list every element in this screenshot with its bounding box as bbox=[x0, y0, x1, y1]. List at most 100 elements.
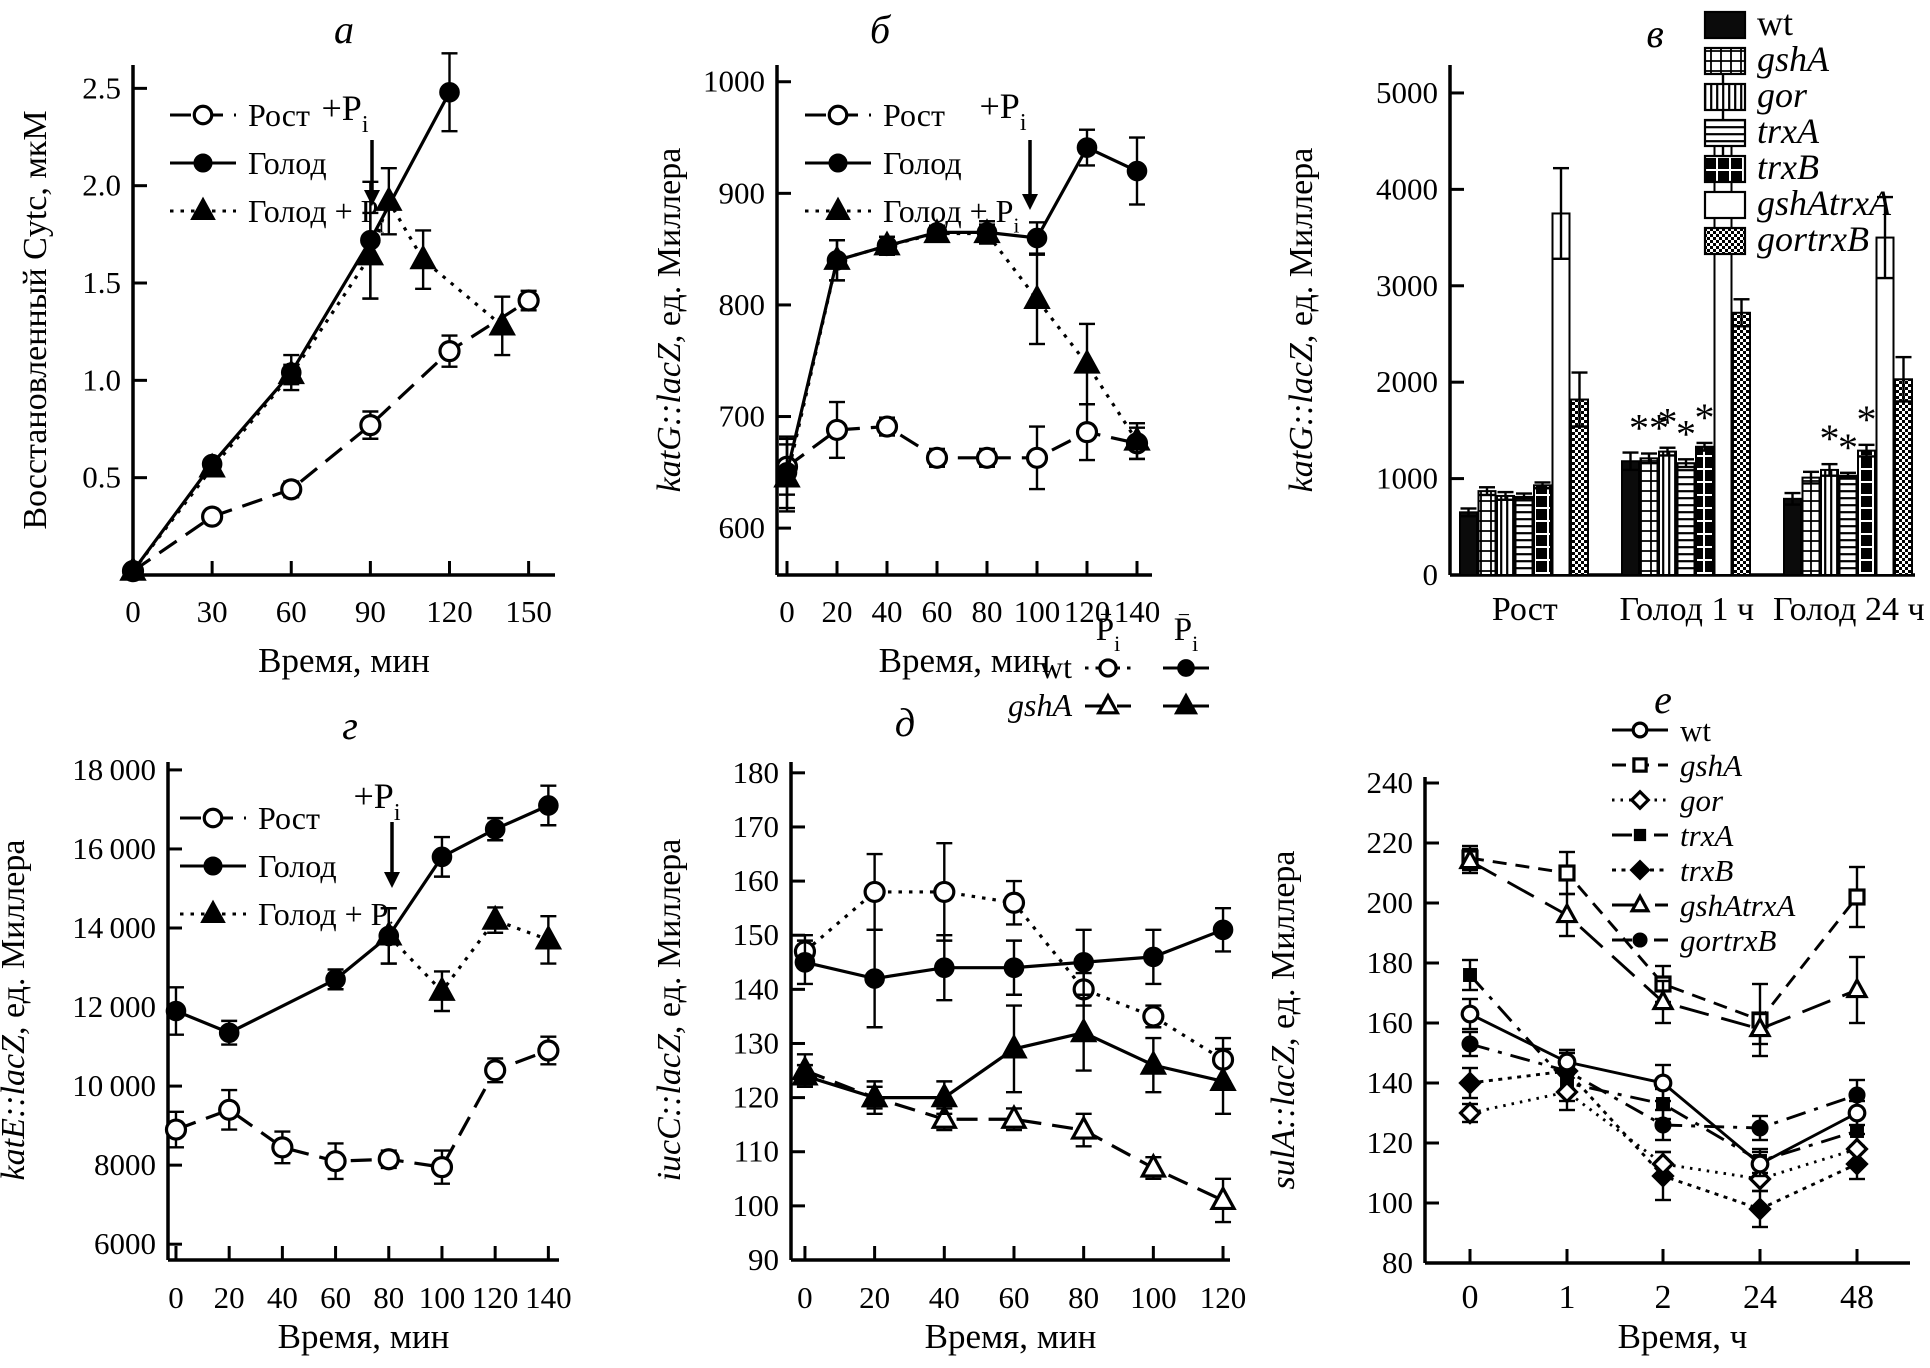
significance-star: * bbox=[1857, 397, 1877, 442]
panel-d-title: д bbox=[894, 700, 916, 745]
bar bbox=[1676, 462, 1696, 576]
x-tick-label: 100 bbox=[1130, 1280, 1177, 1315]
series-wt Pi- bbox=[794, 906, 1234, 1029]
x-category-label: Голод 1 ч bbox=[1619, 591, 1754, 628]
legend-swatch bbox=[1703, 118, 1747, 148]
x-tick-label: 1 bbox=[1559, 1279, 1576, 1316]
legend: Рост Голод Голод + Pi bbox=[170, 97, 384, 238]
y-tick-label: 140 bbox=[733, 971, 780, 1006]
y-axis-label: sulA::lacZ, ед. Миллера bbox=[1265, 850, 1302, 1189]
x-tick-label: 40 bbox=[872, 594, 903, 629]
legend-label: Голод + Pi bbox=[883, 193, 1019, 238]
arrow-head bbox=[384, 872, 400, 888]
legend-label: trxB bbox=[1680, 853, 1733, 888]
bar-series-wt bbox=[1459, 451, 1802, 577]
y-tick-label: 3000 bbox=[1376, 268, 1438, 303]
bar bbox=[1639, 457, 1659, 577]
annotation-label: +Pi bbox=[354, 776, 401, 826]
y-tick-label: 240 bbox=[1367, 765, 1414, 800]
y-tick-label: 600 bbox=[719, 510, 766, 545]
legend: Рост Голод Голод + Pi bbox=[180, 800, 394, 941]
legend-col-header: Pi+ bbox=[1096, 602, 1120, 656]
legend-label: gshA bbox=[1680, 748, 1743, 783]
legend-label: gshA bbox=[1757, 39, 1830, 79]
annotation-label: +Pi bbox=[980, 86, 1027, 136]
y-tick-label: 1000 bbox=[703, 64, 765, 99]
y-tick-label: 2.5 bbox=[82, 70, 121, 105]
series-Голод + Pi bbox=[119, 166, 516, 581]
panel-e-title: е bbox=[1654, 677, 1672, 722]
legend-label: trxB bbox=[1757, 147, 1819, 187]
bar bbox=[1875, 236, 1895, 576]
x-axis-label: Время, мин bbox=[925, 1317, 1097, 1356]
y-tick-label: 180 bbox=[1367, 945, 1414, 980]
legend-label: gshAtrxA bbox=[1680, 888, 1796, 923]
legend-label: Голод + Pi bbox=[258, 896, 394, 941]
bar bbox=[1695, 445, 1714, 577]
legend-label: wt bbox=[1680, 713, 1711, 748]
x-axis-label: Время, ч bbox=[1618, 1317, 1748, 1356]
legend-label: Голод + Pi bbox=[248, 193, 384, 238]
y-tick-label: 2000 bbox=[1376, 364, 1438, 399]
x-tick-label: 20 bbox=[822, 594, 853, 629]
x-tick-label: 60 bbox=[998, 1280, 1029, 1315]
y-tick-label: 2.0 bbox=[82, 168, 121, 203]
y-tick-label: 200 bbox=[1367, 885, 1414, 920]
legend-label: Рост bbox=[883, 97, 945, 133]
x-tick-label: 30 bbox=[197, 594, 228, 629]
y-axis-label: katE::lacZ, ед. Миллера bbox=[0, 840, 32, 1181]
bar bbox=[1477, 490, 1497, 576]
y-tick-label: 160 bbox=[733, 863, 780, 898]
y-tick-label: 90 bbox=[748, 1242, 779, 1277]
y-tick-label: 220 bbox=[1367, 825, 1414, 860]
legend-label: Рост bbox=[248, 97, 310, 133]
x-category-label: Рост bbox=[1492, 591, 1558, 628]
bar bbox=[1658, 450, 1677, 576]
y-tick-label: 12 000 bbox=[72, 989, 156, 1024]
legend-row-label: gshA bbox=[1008, 687, 1072, 723]
legend-label: trxA bbox=[1757, 111, 1820, 151]
y-tick-label: 0.5 bbox=[82, 460, 121, 495]
x-tick-label: 0 bbox=[1462, 1279, 1479, 1316]
legend-label: gortrxB bbox=[1757, 219, 1869, 259]
x-tick-label: 60 bbox=[320, 1280, 351, 1315]
x-axis-label: Время, мин bbox=[278, 1317, 450, 1356]
legend-label: wt bbox=[1757, 3, 1793, 43]
x-tick-label: 80 bbox=[972, 594, 1003, 629]
panel-a-title: а bbox=[334, 7, 354, 52]
y-tick-label: 120 bbox=[1367, 1125, 1414, 1160]
x-category-label: Голод 24 ч bbox=[1773, 591, 1925, 628]
legend: Рост Голод Голод + Pi bbox=[805, 97, 1019, 238]
panel-g-title: г bbox=[342, 703, 358, 748]
y-tick-label: 800 bbox=[719, 287, 766, 322]
y-tick-label: 0 bbox=[1423, 557, 1439, 592]
series-Голод + Pi bbox=[375, 904, 563, 1013]
x-tick-label: 20 bbox=[214, 1280, 245, 1315]
series-line bbox=[132, 299, 530, 573]
bar bbox=[1820, 468, 1839, 577]
series-Рост bbox=[164, 1035, 560, 1185]
y-tick-label: 140 bbox=[1367, 1065, 1414, 1100]
legend-swatch bbox=[1703, 82, 1747, 112]
legend-label: Голод bbox=[883, 145, 962, 181]
x-tick-label: 20 bbox=[859, 1280, 890, 1315]
x-tick-label: 60 bbox=[276, 594, 307, 629]
legend-col-header: Pi− bbox=[1174, 602, 1198, 656]
bar-series-gortrxB bbox=[1570, 298, 1913, 576]
x-axis-label: Время, мин bbox=[879, 641, 1051, 680]
x-tick-label: 120 bbox=[426, 594, 473, 629]
x-tick-label: 80 bbox=[373, 1280, 404, 1315]
x-tick-label: 0 bbox=[797, 1280, 813, 1315]
x-tick-label: 0 bbox=[168, 1280, 184, 1315]
y-tick-label: 180 bbox=[733, 755, 780, 790]
significance-star: * bbox=[1658, 400, 1678, 445]
x-tick-label: 120 bbox=[1064, 594, 1111, 629]
arrow-head bbox=[1022, 194, 1038, 210]
bar bbox=[1894, 378, 1913, 576]
